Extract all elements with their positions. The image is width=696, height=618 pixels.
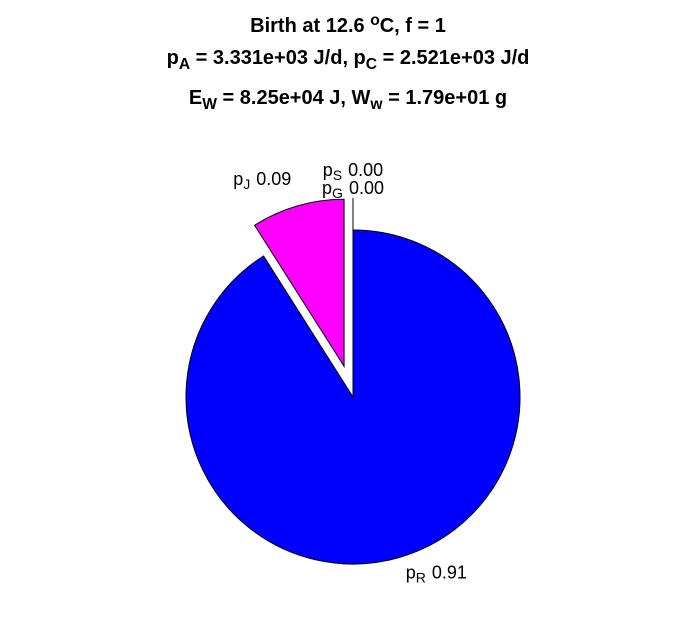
text-part: p xyxy=(323,160,333,180)
slice-label: pJ 0.09 xyxy=(233,169,291,192)
text-part: = 1.79e+01 g xyxy=(383,87,508,109)
text-part: w xyxy=(369,96,383,113)
slice-label: pS 0.00 xyxy=(323,160,383,183)
text-part: R xyxy=(416,570,426,586)
chart-title: Birth at 12.6 oC, f = 1 xyxy=(250,12,446,37)
text-part: C xyxy=(366,56,377,73)
text-part: Birth at 12.6 xyxy=(250,15,370,37)
text-part: W xyxy=(202,96,217,113)
chart-title: EW = 8.25e+04 J, Ww = 1.79e+01 g xyxy=(189,87,507,113)
text-part: C, f = 1 xyxy=(380,15,446,37)
text-part: = 3.331e+03 J/d, p xyxy=(190,47,366,69)
chart-title: pA = 3.331e+03 J/d, pC = 2.521e+03 J/d xyxy=(167,47,530,73)
text-part: S xyxy=(333,167,342,183)
value-label: 0.00 xyxy=(348,160,383,180)
text-part: p xyxy=(322,178,332,198)
value-label: 0.09 xyxy=(256,169,291,189)
text-part: G xyxy=(332,185,343,201)
slice-label: pG 0.00 xyxy=(322,178,384,201)
text-part: = 8.25e+04 J, W xyxy=(217,87,371,109)
text-part: E xyxy=(189,87,202,109)
text-part: p xyxy=(406,562,416,582)
text-part: = 2.521e+03 J/d xyxy=(377,47,529,69)
pie-slice xyxy=(185,229,521,565)
text-part: J xyxy=(243,176,250,192)
text-part: p xyxy=(233,169,243,189)
slice-label: pR 0.91 xyxy=(406,562,467,585)
text-part: A xyxy=(179,56,190,73)
value-label: 0.91 xyxy=(432,562,467,582)
value-label: 0.00 xyxy=(349,178,384,198)
pie-slice xyxy=(253,198,345,368)
text-part: p xyxy=(167,47,179,69)
text-part: o xyxy=(370,12,380,29)
